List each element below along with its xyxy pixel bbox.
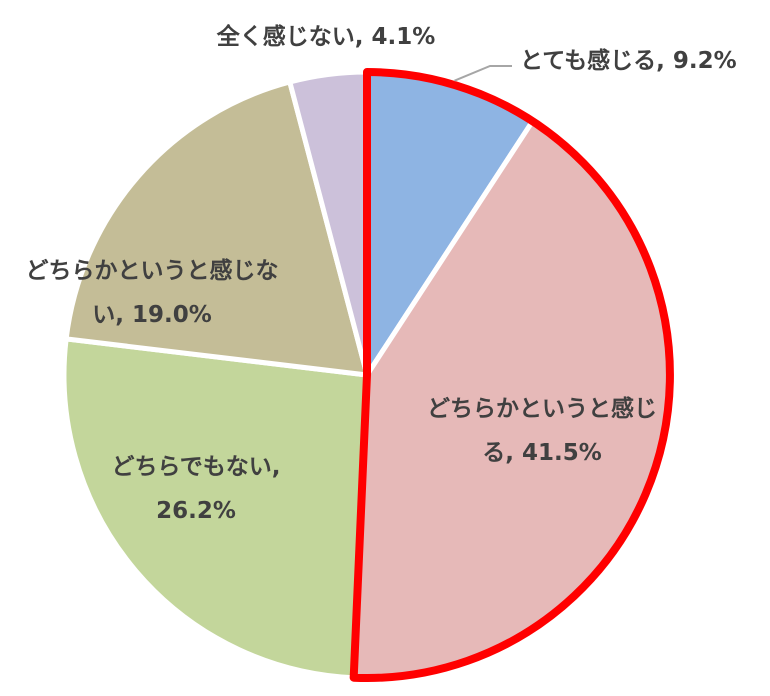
slice-1-data-label-line-1: とても感じる, 9.2% [520, 47, 737, 74]
slice-4-data-label-line-2: い, 19.0% [92, 302, 212, 328]
slice-4-wedge [63, 79, 370, 378]
slice-3-wedge [61, 336, 370, 681]
slice-3-data-label-line-2: 26.2% [156, 498, 236, 524]
highlight-outline [349, 68, 674, 682]
slice-3-data-label-line-1: どちらでもない, [111, 454, 280, 480]
slice-1-leader-line [454, 65, 512, 82]
leader-line-layer [454, 65, 512, 82]
slice-4-data-label-line-1: どちらかというと感じな [26, 257, 279, 284]
slice-5-data-label-line-1: 全く感じない, 4.1% [216, 23, 436, 50]
slice-2-data-label-line-2: る, 41.5% [482, 440, 602, 466]
slices-layer [61, 69, 673, 681]
highlight-outline-layer [349, 68, 674, 682]
slice-2-data-label-line-1: どちらかというと感じ [427, 395, 657, 422]
